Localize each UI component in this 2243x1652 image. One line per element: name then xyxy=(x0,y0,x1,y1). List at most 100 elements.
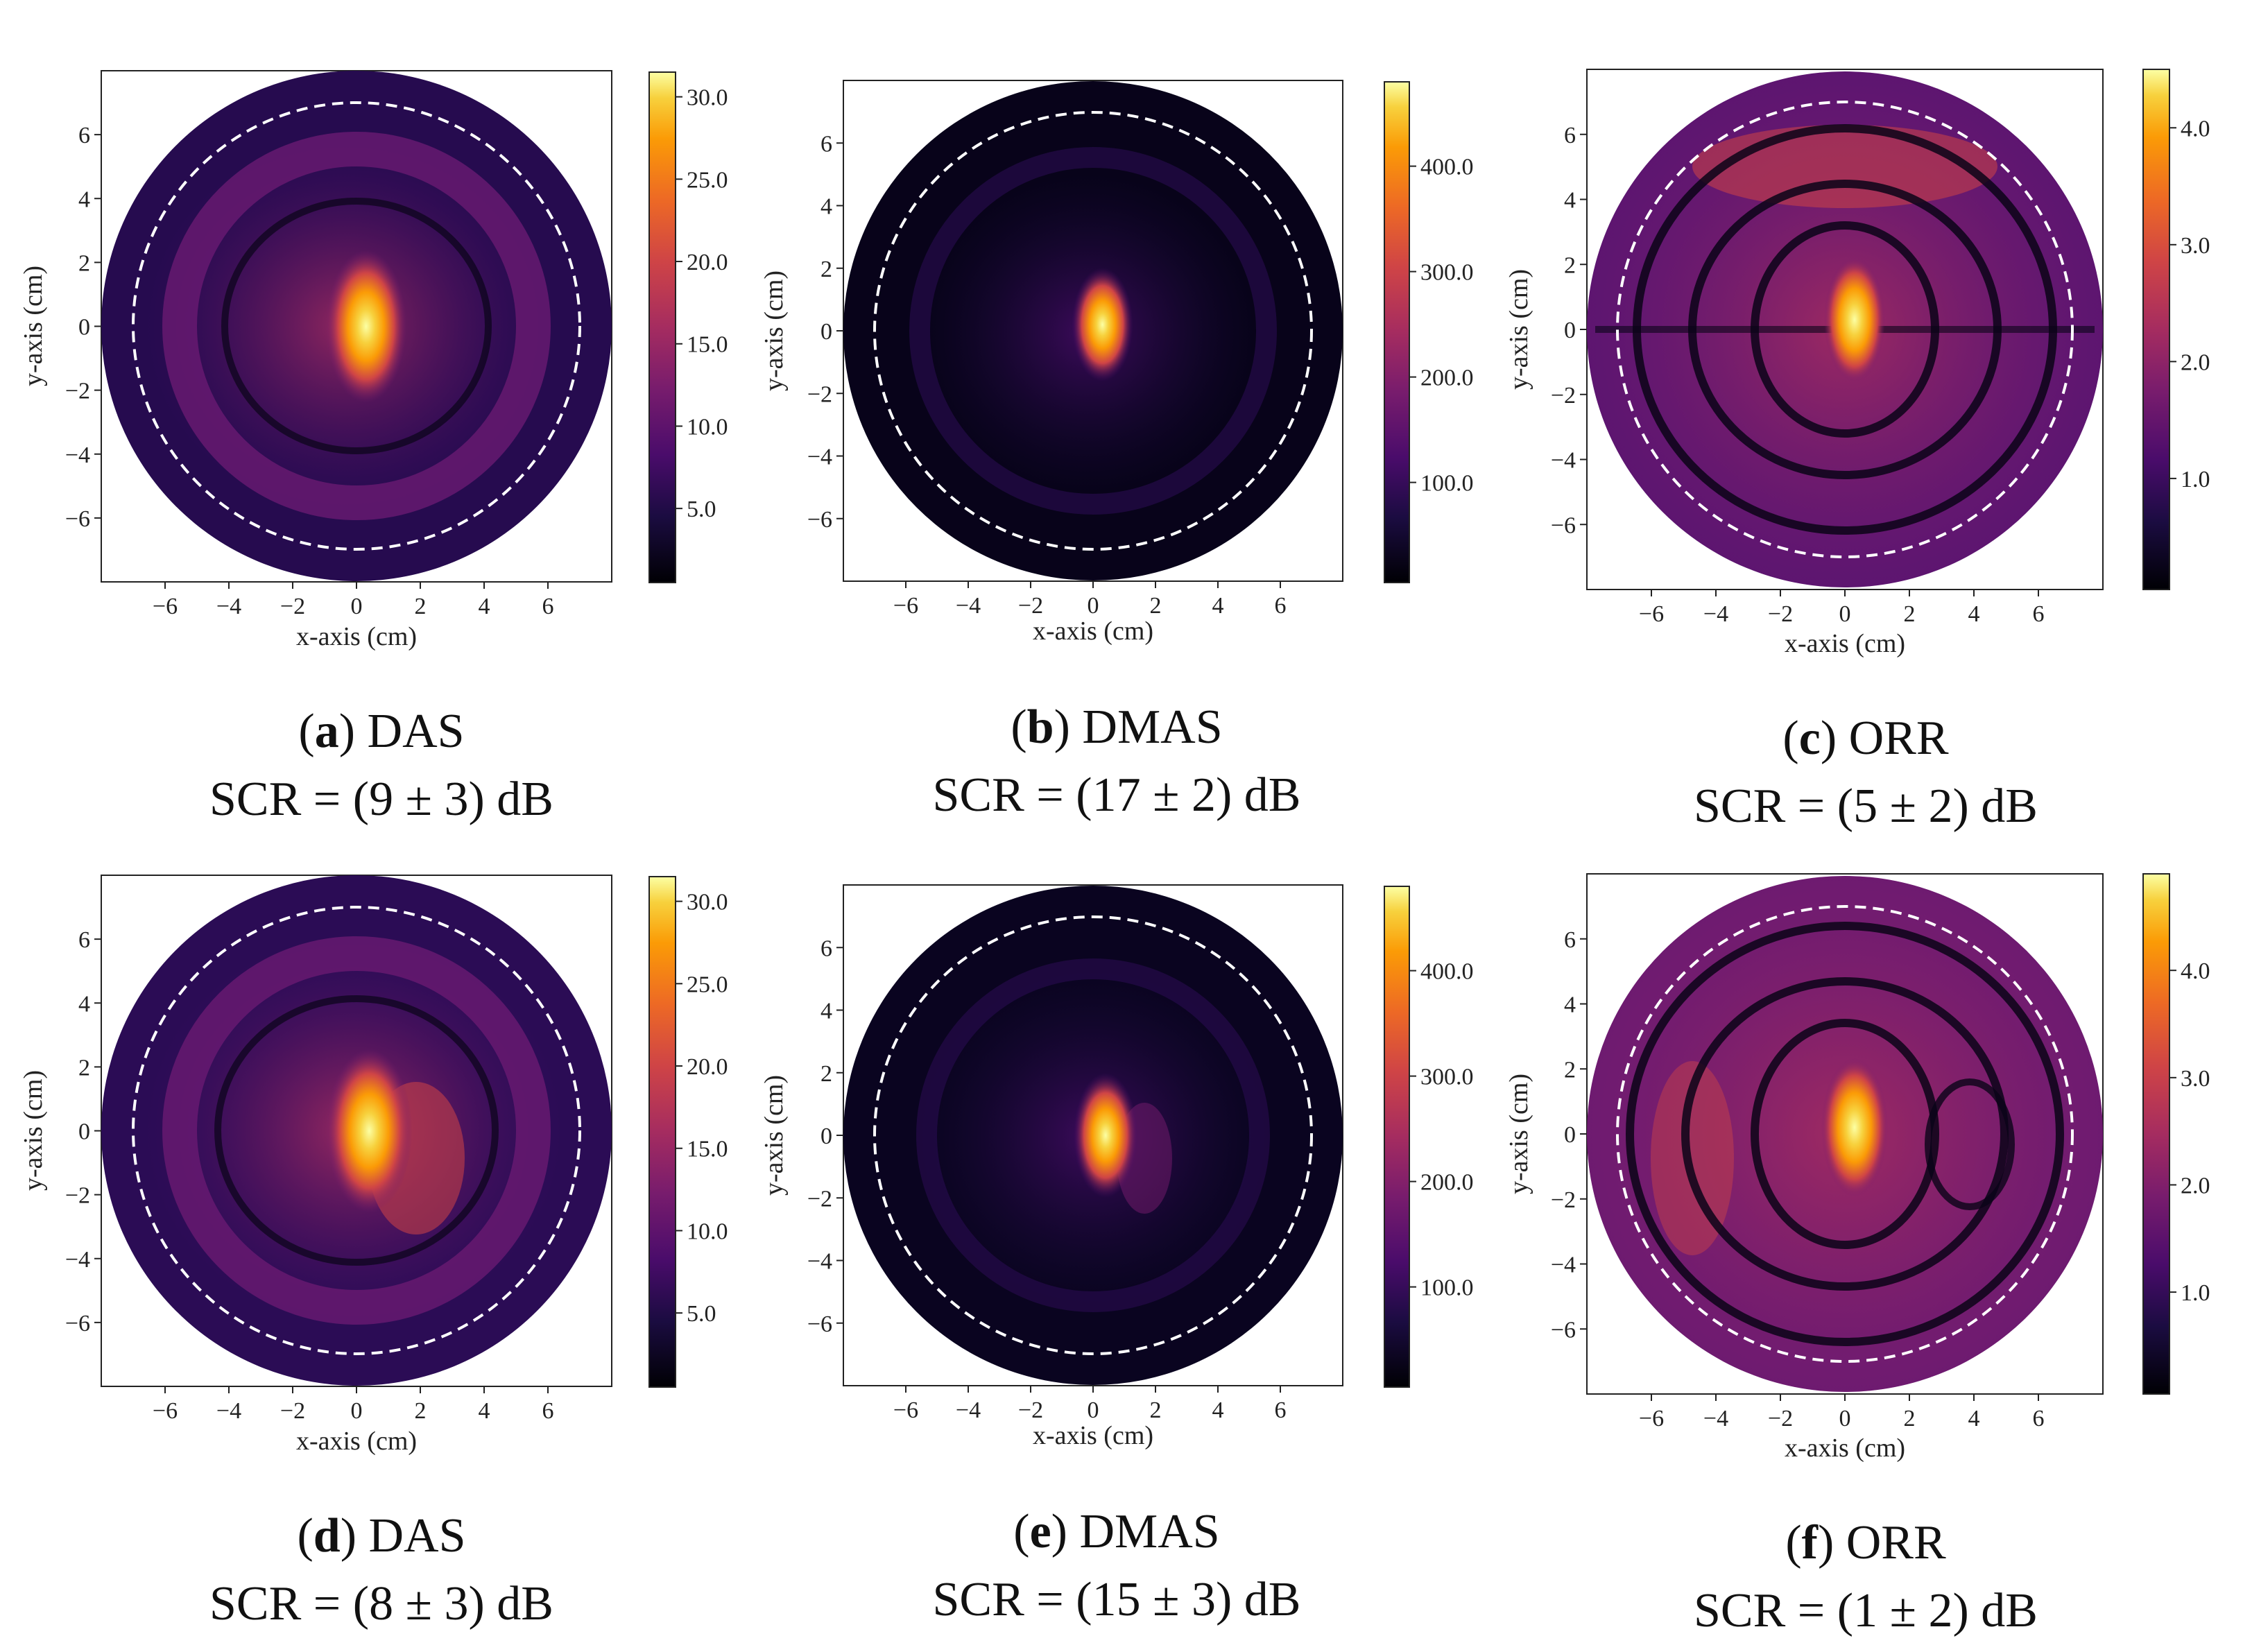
x-axis-label: x-axis (cm) xyxy=(1785,629,1905,658)
y-axis-label: y-axis (cm) xyxy=(1504,269,1533,390)
x-axis-label: x-axis (cm) xyxy=(1033,1421,1153,1450)
colorbar-tick-label: 2.0 xyxy=(2181,350,2210,375)
y-tick-label: −6 xyxy=(1551,513,1576,538)
colorbar-tick-label: 1.0 xyxy=(2181,467,2210,492)
y-axis-label: y-axis (cm) xyxy=(19,1070,48,1191)
x-tick-label: −6 xyxy=(893,593,918,619)
x-ticks: −6 −4 −2 0 2 4 6 xyxy=(153,1386,554,1424)
y-tick-label: −4 xyxy=(1551,1253,1576,1278)
heatmap-panel-a: −6 −4 −2 0 2 4 6 6 4 2 0 −2 −4 −6 x-axis (cm) y-axis… xyxy=(19,70,728,651)
x-tick-label: −2 xyxy=(1018,593,1043,619)
x-tick-label: 2 xyxy=(415,1398,427,1424)
y-tick-label: −4 xyxy=(807,1249,832,1275)
y-axis-label: y-axis (cm) xyxy=(19,266,48,386)
y-tick-label: 6 xyxy=(820,131,832,157)
colorbar-tick-label: 300.0 xyxy=(1420,260,1474,286)
x-tick-label: −4 xyxy=(216,594,241,619)
heatmap-panel-d: −6 −4 −2 0 2 4 6 6 4 2 0 −2 −4 −6 x-axis (cm) y-axis… xyxy=(19,875,728,1456)
x-ticks: −6 −4 −2 0 2 4 6 xyxy=(1639,590,2045,627)
colorbar-tick-label: 400.0 xyxy=(1420,155,1474,180)
y-tick-label: 0 xyxy=(78,1119,90,1145)
y-tick-label: 6 xyxy=(820,936,832,961)
colorbar-ticks: 5.0 10.0 15.0 20.0 25.0 30.0 xyxy=(676,85,728,522)
y-tick-label: 6 xyxy=(78,927,90,953)
y-ticks: 6 4 2 0 −2 −4 −6 xyxy=(1551,927,1587,1343)
y-tick-label: −6 xyxy=(807,507,832,533)
y-tick-label: −6 xyxy=(65,1311,90,1336)
x-tick-label: 4 xyxy=(1212,593,1224,619)
y-tick-label: −2 xyxy=(1551,1187,1576,1213)
colorbar xyxy=(1384,81,1410,583)
colorbar-tick-label: 100.0 xyxy=(1420,471,1474,497)
x-tick-label: 2 xyxy=(1150,593,1162,619)
y-tick-label: −2 xyxy=(65,379,90,404)
caption-c: (c) ORR SCR = (5 ± 2) dB xyxy=(1693,712,2038,833)
y-tick-label: −4 xyxy=(807,445,832,470)
colorbar-tick-label: 300.0 xyxy=(1420,1065,1474,1090)
x-tick-label: 2 xyxy=(1904,1406,1916,1431)
colorbar-tick-label: 5.0 xyxy=(687,1301,716,1327)
hotspot xyxy=(1823,257,1885,382)
colorbar-tick-label: 25.0 xyxy=(687,167,728,193)
heatmap-panel-f: −6 −4 −2 0 2 4 6 6 4 2 0 −2 −4 −6 x-axis (cm) y-axis… xyxy=(1504,873,2210,1463)
y-ticks: 6 4 2 0 −2 −4 −6 xyxy=(65,123,101,532)
x-tick-label: −6 xyxy=(153,1398,178,1424)
dashed-boundary-circle xyxy=(1616,905,2074,1363)
x-tick-label: 2 xyxy=(1150,1397,1162,1423)
hotspot xyxy=(1072,267,1133,381)
y-tick-label: 4 xyxy=(78,991,90,1017)
y-tick-label: −4 xyxy=(1551,448,1576,474)
colorbar-tick-label: 400.0 xyxy=(1420,959,1474,985)
x-tick-label: 6 xyxy=(2033,1406,2045,1431)
y-tick-label: −2 xyxy=(1551,383,1576,408)
x-tick-label: 2 xyxy=(415,594,427,619)
colorbar-tick-label: 30.0 xyxy=(687,85,728,111)
dashed-boundary-circle xyxy=(1616,101,2074,558)
ring-band xyxy=(916,958,1270,1312)
x-axis-label: x-axis (cm) xyxy=(1033,617,1153,646)
y-tick-label: 0 xyxy=(1564,318,1576,343)
colorbar-tick-label: 10.0 xyxy=(687,1219,728,1244)
x-tick-label: −4 xyxy=(956,1397,981,1423)
y-tick-label: 2 xyxy=(78,1055,90,1081)
x-tick-label: −6 xyxy=(153,594,178,619)
y-tick-label: −6 xyxy=(807,1311,832,1337)
hotspot xyxy=(325,250,406,403)
heatmap-panel-c: −6 −4 −2 0 2 4 6 6 4 2 0 −2 −4 −6 x-axis (cm) y-axis… xyxy=(1504,69,2210,658)
x-ticks: −6 −4 −2 0 2 4 6 xyxy=(893,581,1287,619)
x-tick-label: 4 xyxy=(479,1398,490,1424)
x-tick-label: 0 xyxy=(1839,1406,1851,1431)
hotspot xyxy=(1821,1058,1888,1197)
y-axis-label: y-axis (cm) xyxy=(759,270,789,391)
y-tick-label: 0 xyxy=(820,319,832,345)
y-ticks: 6 4 2 0 −2 −4 −6 xyxy=(1551,123,1587,538)
colorbar-ticks: 100.0 200.0 300.0 400.0 xyxy=(1409,155,1474,497)
x-tick-label: 0 xyxy=(351,594,363,619)
colorbar-ticks: 1.0 2.0 3.0 4.0 xyxy=(2169,116,2210,492)
y-tick-label: 6 xyxy=(1564,927,1576,953)
y-tick-label: 2 xyxy=(1564,1057,1576,1083)
ring-band xyxy=(909,147,1277,515)
x-tick-label: 0 xyxy=(1839,601,1851,627)
y-tick-label: −2 xyxy=(807,381,832,407)
y-tick-label: 2 xyxy=(1564,252,1576,278)
dashed-boundary-circle xyxy=(132,101,581,551)
colorbar-tick-label: 2.0 xyxy=(2181,1173,2210,1198)
colorbar-tick-label: 1.0 xyxy=(2181,1280,2210,1306)
colorbar-tick-label: 100.0 xyxy=(1420,1275,1474,1301)
colorbar xyxy=(648,876,676,1388)
colorbar-tick-label: 20.0 xyxy=(687,250,728,275)
dark-contour xyxy=(1681,977,2009,1291)
colorbar xyxy=(648,71,676,583)
dark-contour xyxy=(1751,1019,1939,1249)
x-tick-label: −2 xyxy=(1018,1397,1043,1423)
bright-arc xyxy=(1692,125,1997,208)
x-tick-label: 4 xyxy=(1968,601,1980,627)
bright-arc xyxy=(1651,1061,1734,1255)
y-tick-label: 4 xyxy=(820,194,832,220)
dashed-boundary-circle xyxy=(873,111,1313,551)
x-tick-label: 4 xyxy=(1968,1406,1980,1431)
x-ticks: −6 −4 −2 0 2 4 6 xyxy=(1639,1394,2045,1431)
y-tick-label: 2 xyxy=(78,250,90,276)
x-axis-label: x-axis (cm) xyxy=(296,622,417,651)
